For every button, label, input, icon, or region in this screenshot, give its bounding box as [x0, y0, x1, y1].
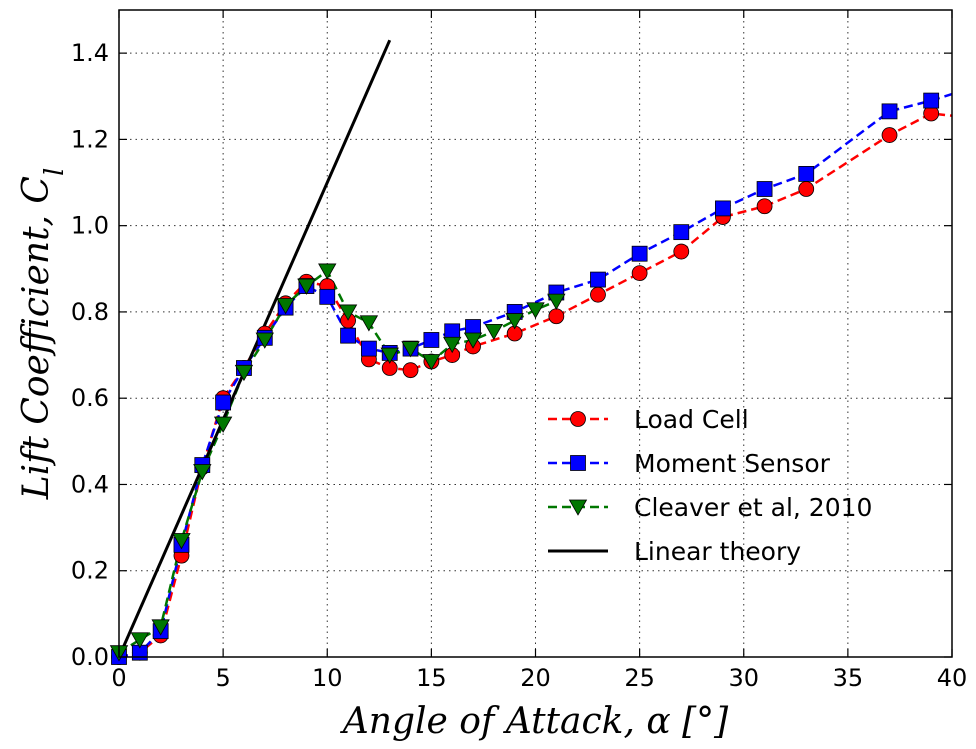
legend-marker-moment-sensor — [570, 455, 586, 471]
legend: Load Cell Moment Sensor Cleaver et al, 201… — [548, 405, 872, 566]
data-point-load-cell — [402, 362, 419, 379]
data-point-load-cell — [631, 265, 648, 282]
data-point-moment-sensor — [215, 394, 232, 411]
data-point-moment-sensor — [798, 166, 815, 182]
data-point-cleaver — [505, 313, 524, 330]
series-line-linear-theory — [119, 39, 392, 657]
series-markers-moment-sensor — [111, 92, 940, 665]
data-point-cleaver — [276, 298, 295, 315]
x-tick-label: 25 — [624, 664, 655, 692]
y-tick-label: 1.4 — [71, 39, 109, 67]
data-point-moment-sensor — [756, 181, 773, 197]
data-point-load-cell — [881, 127, 898, 143]
series-linear-theory — [119, 39, 392, 657]
y-tick-label: 1.0 — [71, 212, 109, 240]
data-point-moment-sensor — [631, 245, 648, 262]
data-point-moment-sensor — [444, 323, 461, 340]
legend-label-load-cell: Load Cell — [634, 405, 749, 434]
data-point-load-cell — [798, 181, 815, 197]
data-point-moment-sensor — [340, 327, 356, 344]
y-tick-label: 0.6 — [71, 384, 109, 412]
data-point-moment-sensor — [673, 224, 690, 241]
x-tick-label: 0 — [111, 664, 126, 692]
y-tick-label: 0.4 — [71, 470, 109, 498]
series-layer — [109, 39, 952, 665]
data-point-cleaver — [401, 341, 420, 358]
data-point-cleaver — [255, 332, 274, 349]
y-axis-title-main: Lift Coefficient, C — [16, 176, 57, 500]
data-point-moment-sensor — [923, 92, 940, 109]
axis-ticks: 0 5 10 15 20 25 30 35 40 0.0 0.2 0.4 0.6 0.8 1.0 1.2 1.4 — [71, 10, 967, 692]
data-point-cleaver — [193, 464, 212, 481]
data-point-cleaver — [380, 347, 399, 364]
legend-marker-cleaver — [568, 499, 588, 516]
plot-frame — [118, 9, 953, 658]
x-tick-label: 35 — [833, 664, 864, 692]
legend-label-linear-theory: Linear theory — [634, 537, 801, 566]
data-point-cleaver — [297, 278, 316, 295]
data-point-moment-sensor — [881, 103, 898, 120]
data-point-cleaver — [213, 416, 233, 433]
y-tick-label: 0.8 — [71, 298, 109, 326]
x-tick-label: 20 — [520, 664, 551, 692]
legend-label-cleaver: Cleaver et al, 2010 — [634, 493, 872, 522]
data-point-load-cell — [548, 308, 565, 325]
data-point-cleaver — [484, 323, 504, 341]
y-axis-title-subscript: l — [40, 168, 70, 176]
series-line-cleaver — [119, 269, 557, 654]
series-cleaver — [119, 269, 557, 654]
data-point-cleaver — [338, 304, 358, 321]
data-point-cleaver — [234, 364, 254, 382]
y-tick-label: 0.0 — [71, 643, 109, 671]
data-point-load-cell — [756, 198, 773, 215]
data-point-cleaver — [151, 619, 170, 636]
data-point-load-cell — [590, 286, 606, 303]
x-tick-label: 40 — [937, 664, 968, 692]
data-point-cleaver — [422, 354, 441, 371]
legend-marker-load-cell — [570, 411, 586, 427]
series-markers-cleaver — [109, 263, 566, 662]
data-point-moment-sensor — [423, 332, 440, 348]
x-tick-label: 5 — [215, 664, 230, 692]
x-tick-label: 30 — [728, 664, 759, 692]
legend-label-moment-sensor: Moment Sensor — [634, 449, 831, 478]
y-tick-label: 1.2 — [71, 125, 109, 153]
x-tick-label: 15 — [416, 664, 447, 692]
y-tick-label: 0.2 — [71, 557, 109, 585]
data-point-moment-sensor — [360, 340, 377, 357]
series-markers-load-cell — [111, 105, 940, 665]
data-point-cleaver — [172, 533, 191, 550]
x-axis-title: Angle of Attack, α [°] — [340, 701, 729, 742]
data-point-cleaver — [547, 293, 566, 310]
grid-lines — [119, 10, 952, 657]
data-point-cleaver — [318, 263, 337, 280]
data-point-load-cell — [673, 243, 690, 260]
y-axis-title: Lift Coefficient, Cl — [16, 168, 70, 501]
data-point-moment-sensor — [715, 200, 731, 217]
data-point-cleaver — [463, 332, 483, 349]
data-point-moment-sensor — [319, 288, 336, 305]
data-point-cleaver — [443, 336, 462, 354]
data-point-moment-sensor — [590, 271, 606, 288]
data-point-cleaver — [526, 302, 545, 319]
data-point-cleaver — [359, 315, 379, 332]
data-point-moment-sensor — [465, 319, 481, 335]
x-tick-label: 10 — [312, 664, 343, 692]
data-point-cleaver — [130, 632, 150, 649]
